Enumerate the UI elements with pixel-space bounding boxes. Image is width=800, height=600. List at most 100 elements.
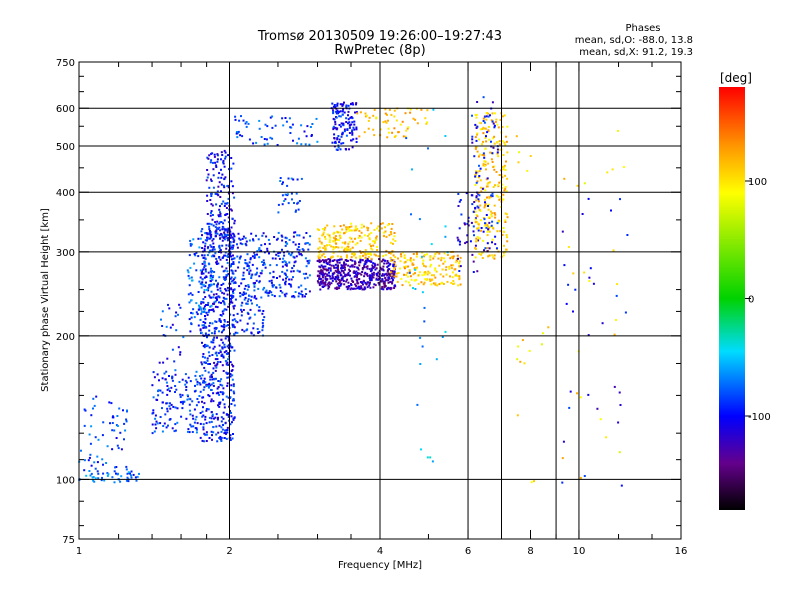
scatter-point (284, 244, 287, 247)
scatter-point (261, 234, 264, 237)
scatter-point (218, 301, 220, 304)
scatter-point (218, 247, 221, 250)
scatter-point (216, 283, 219, 286)
scatter-point (266, 142, 269, 145)
scatter-point (339, 274, 342, 277)
scatter-point (224, 429, 227, 432)
scatter-point (340, 267, 342, 270)
scatter-point (478, 164, 480, 167)
scatter-point (217, 380, 220, 382)
scatter-point (248, 267, 251, 270)
scatter-point (334, 269, 337, 272)
scatter-point (464, 242, 467, 245)
scatter-point (247, 298, 250, 301)
scatter-point (616, 283, 619, 286)
scatter-point (200, 286, 203, 289)
scatter-point (179, 396, 182, 398)
scatter-point (168, 375, 170, 377)
scatter-point (197, 324, 200, 327)
scatter-point (231, 421, 233, 424)
scatter-point (471, 114, 473, 117)
scatter-point (211, 434, 213, 437)
scatter-point (271, 257, 274, 260)
scatter-point (100, 479, 103, 482)
scatter-point (347, 274, 350, 277)
scatter-point (458, 270, 461, 272)
scatter-point (318, 282, 321, 285)
scatter-point (244, 284, 247, 287)
scatter-point (193, 421, 196, 424)
scatter-point (211, 214, 214, 216)
scatter-point (219, 349, 222, 352)
scatter-point (427, 147, 429, 150)
scatter-point (502, 154, 505, 156)
scatter-point (238, 237, 241, 240)
scatter-point (395, 272, 398, 275)
scatter-point (458, 278, 461, 281)
scatter-point (490, 195, 493, 198)
scatter-point (135, 479, 138, 482)
scatter-point (90, 425, 93, 428)
scatter-point (342, 275, 345, 278)
scatter-point (171, 379, 174, 382)
scatter-point (206, 213, 209, 215)
scatter-point (262, 263, 265, 266)
scatter-point (412, 253, 415, 255)
scatter-point (227, 227, 230, 230)
scatter-point (229, 423, 232, 426)
scatter-point (350, 103, 352, 106)
scatter-point (234, 320, 237, 323)
scatter-point (381, 222, 384, 225)
scatter-point (218, 437, 221, 439)
scatter-point (202, 423, 205, 426)
scatter-point (220, 284, 223, 286)
scatter-point (277, 231, 280, 234)
scatter-point (221, 329, 224, 332)
scatter-point (297, 286, 300, 289)
scatter-point (127, 480, 130, 483)
scatter-point (318, 246, 321, 249)
scatter-point (474, 123, 477, 126)
scatter-point (189, 423, 192, 426)
scatter-point (479, 204, 482, 207)
scatter-point (502, 254, 505, 257)
scatter-point (341, 241, 344, 244)
scatter-point (214, 221, 217, 224)
scatter-point (211, 308, 213, 311)
scatter-point (478, 194, 481, 197)
scatter-point (208, 230, 211, 232)
scatter-point (433, 255, 436, 258)
scatter-point (474, 218, 477, 221)
scatter-point (383, 282, 386, 284)
scatter-point (208, 346, 211, 349)
scatter-point (220, 440, 223, 442)
scatter-point (579, 396, 582, 399)
scatter-point (226, 239, 229, 242)
scatter-point (222, 300, 225, 303)
scatter-point (491, 112, 494, 115)
scatter-point (425, 279, 428, 281)
scatter-point (215, 279, 217, 282)
scatter-point (426, 109, 429, 112)
scatter-point (237, 130, 240, 133)
scatter-point (349, 258, 352, 261)
scatter-point (393, 275, 396, 278)
scatter-point (281, 270, 284, 273)
scatter-point (567, 283, 570, 286)
scatter-point (340, 279, 343, 282)
scatter-point (318, 237, 321, 240)
scatter-point (242, 119, 245, 122)
scatter-point (494, 112, 496, 115)
scatter-point (328, 283, 331, 286)
scatter-point (420, 281, 423, 284)
scatter-point (404, 112, 407, 115)
scatter-point (256, 253, 258, 256)
scatter-point (249, 308, 252, 311)
scatter-point (354, 253, 356, 256)
scatter-point (305, 242, 308, 245)
scatter-point (488, 195, 491, 198)
scatter-point (209, 214, 212, 217)
scatter-point (201, 270, 203, 273)
scatter-point (327, 287, 330, 290)
scatter-point (226, 321, 229, 323)
